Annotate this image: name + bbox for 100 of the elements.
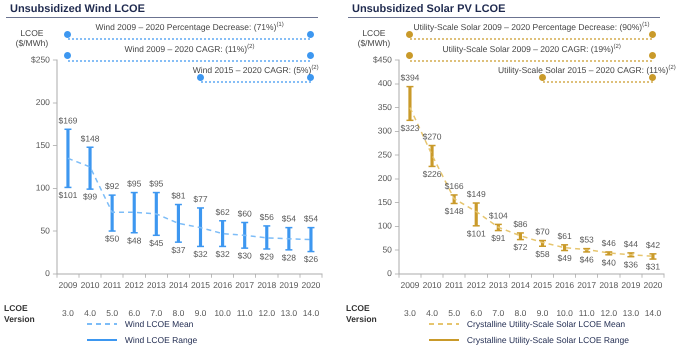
text: 13.0 [622,308,640,318]
x-tick-label: 2012 [124,280,144,290]
text: Wind 2009 – 2020 CAGR: (11%)$^{(2)}$ [124,42,254,54]
text: 6.0 [470,308,482,318]
annotation: $31 [646,262,660,272]
chart-title: Unsubsidized Wind LCOE [10,3,145,15]
text: Utility-Scale Solar 2009 – 2020 CAGR: (19%)$^{(2)}$ [442,42,621,54]
annotation: $58 [535,248,550,259]
annotation: $95 [149,178,164,189]
y-tick-label: 400 [378,78,392,88]
text: 10.0 [214,308,232,318]
x-tick-label: 2017 [577,280,596,290]
text: 5.0 [106,308,118,318]
bar [474,202,478,226]
text: 14.0 [302,308,320,318]
annotation: $70 [535,226,550,237]
annotation: $28 [282,252,296,262]
text: 14.0 [644,308,662,318]
text: Wind 2009 – 2020 Percentage Decrease: (71%)$^{(1)}$ [95,21,284,32]
y-tick-label: 100 [378,220,392,231]
text: 9.0 [536,308,549,318]
annotation: $62 [215,206,230,217]
annotation: $92 [105,181,120,192]
annotation: $86 [513,219,528,230]
text: 4.0 [426,308,438,318]
bar [265,226,268,250]
y-tick-label: 0 [387,268,392,278]
text: 12.0 [258,308,276,318]
text: 11.0 [578,308,595,318]
x-tick-label: 2012 [466,280,486,290]
annotation: $77 [193,194,208,204]
x-tick-label: 2018 [599,280,618,290]
text: 13.0 [280,308,298,318]
y-tick-label: 50 [382,244,392,254]
annotation: $226 [422,169,442,180]
y-tick-label: 350 [378,102,392,112]
y-tick-label: 150 [36,140,50,150]
legend-label: Crystalline Utility-Scale Solar LCOE Mean [466,319,626,329]
annotation: $46 [602,238,616,248]
annotation: $61 [557,230,572,241]
annotation: $37 [171,244,186,255]
x-axis-title: LCOE Version [4,302,36,325]
annotation: $270 [422,132,442,142]
x-tick-label: 2013 [488,280,508,290]
annotation: $32 [215,249,230,260]
bar [243,222,246,248]
text: 12.0 [600,308,618,318]
annotation: $45 [149,238,164,248]
x-tick-label: 2010 [80,280,100,290]
text: 8.0 [172,308,185,318]
x-tick-label: 2020 [301,280,321,290]
bar [132,192,136,234]
text: 8.0 [514,308,527,318]
annotation: $56 [260,212,274,222]
annotation: $91 [491,233,506,244]
annotation: $36 [624,259,638,270]
legend-label: Crystalline Utility-Scale Solar LCOE Range [466,335,629,345]
text: 7.0 [150,308,162,318]
y-tick-label: $450 [372,54,392,64]
y-tick-label: 200 [378,173,392,184]
bar [154,192,158,236]
x-tick-label: 2011 [102,280,122,290]
annotation: $148 [80,133,100,144]
x-tick-label: 2009 [58,280,78,290]
annotation: $149 [466,189,486,200]
text: 4.0 [84,308,96,318]
annotation: $29 [260,252,274,262]
annotation: $26 [304,254,318,264]
text: 3.0 [62,308,74,318]
x-tick-label: 2018 [257,280,276,290]
text: 6.0 [128,308,140,318]
annotation: $323 [400,122,420,133]
y-axis-title: LCOE ($/MWh) [356,28,392,48]
chart-title: Unsubsidized Solar PV LCOE [352,3,506,15]
x-tick-label: 2019 [279,280,299,290]
annotation: $53 [580,234,594,245]
text: 3.0 [404,308,416,318]
annotation: $101 [466,228,486,238]
y-tick-label: 250 [378,149,392,160]
x-tick-label: 2016 [213,280,232,290]
annotation: $394 [400,72,420,83]
y-tick-label: 50 [40,225,50,236]
x-tick-label: 2019 [621,280,641,290]
y-tick-label: 0 [45,268,50,278]
x-tick-label: 2015 [533,280,552,290]
annotation: $99 [82,192,98,202]
annotation: $46 [580,254,594,265]
annotation: $40 [602,257,616,268]
annotation: $42 [646,240,660,250]
x-tick-label: 2014 [168,280,188,290]
text: 11.0 [236,308,253,318]
legend-label: Wind LCOE Range [124,335,198,345]
annotation: $32 [193,249,208,260]
y-tick-label: $250 [30,54,50,64]
bar [66,128,70,188]
x-tick-label: 2011 [444,280,464,290]
x-tick-label: 2014 [510,280,530,290]
annotation: $104 [488,210,508,220]
text: 10.0 [556,308,574,318]
y-tick-label: 300 [378,126,392,136]
